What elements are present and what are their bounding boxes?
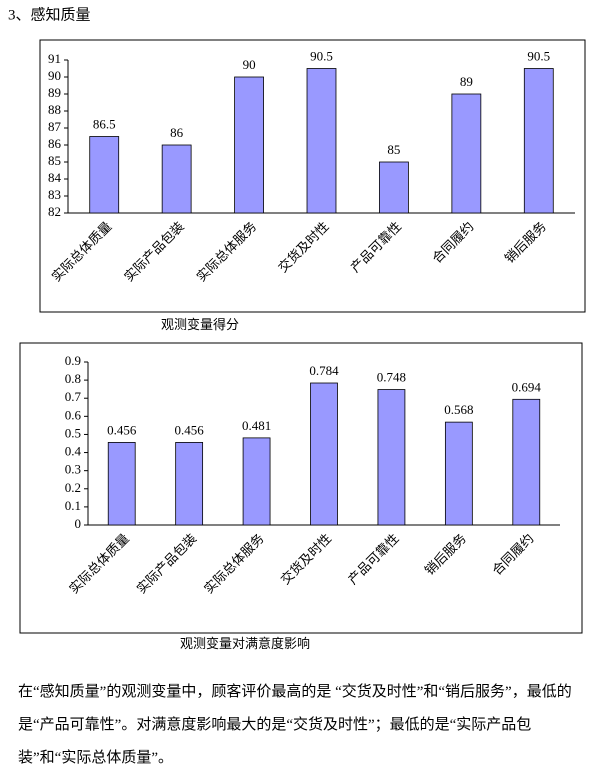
y-tick-label: 86	[48, 136, 62, 151]
y-tick-label: 0.7	[65, 389, 82, 404]
chart-title: 观测变量对满意度影响	[180, 636, 310, 651]
y-tick-label: 0.4	[65, 444, 82, 459]
value-label: 90	[243, 57, 256, 72]
y-tick-label: 89	[48, 85, 61, 100]
value-label: 0.694	[512, 379, 542, 394]
x-tick-label: 产品可靠性	[345, 531, 402, 588]
value-label: 90.5	[527, 48, 550, 63]
chart-title: 观测变量得分	[161, 317, 239, 332]
bar	[512, 398, 541, 526]
bar	[444, 421, 473, 526]
x-tick-label: 产品可靠性	[348, 219, 405, 276]
bar	[89, 136, 120, 214]
bar	[161, 144, 192, 214]
y-tick-label: 0.1	[65, 498, 81, 513]
value-label: 90.5	[310, 48, 333, 63]
y-tick-label: 0.8	[65, 371, 81, 386]
value-label: 86.5	[93, 116, 116, 131]
value-label: 0.481	[242, 418, 271, 433]
chart-frame	[19, 342, 583, 634]
y-tick-label: 0	[75, 516, 82, 531]
y-tick-label: 84	[48, 170, 62, 185]
value-label: 0.748	[377, 370, 406, 385]
charts: 3、感知质量 观测变量得分 82 83 84 85 86 87 88 89 90 91 86.5 实际总…	[8, 6, 586, 651]
heading: 3、感知质量	[8, 6, 91, 23]
bar	[377, 389, 406, 526]
value-label: 0.784	[309, 363, 339, 378]
y-tick-label: 0.9	[65, 353, 81, 368]
x-tick-label: 销后服务	[422, 531, 469, 578]
x-tick-label: 实际总体质量	[66, 531, 132, 597]
chart-frame	[39, 39, 586, 313]
bar	[175, 442, 204, 526]
bar	[242, 437, 271, 526]
y-tick-label: 0.5	[65, 425, 81, 440]
bar	[107, 442, 136, 526]
value-label: 85	[387, 142, 400, 157]
bar	[306, 68, 337, 214]
x-tick-label: 实际产品包装	[134, 531, 200, 597]
value-label: 0.456	[175, 422, 205, 437]
bar	[234, 76, 264, 214]
y-tick-label: 91	[48, 51, 61, 66]
x-tick-label: 实际产品包装	[121, 219, 187, 285]
y-tick-label: 88	[48, 102, 61, 117]
x-tick-label: 实际总体服务	[201, 531, 267, 597]
paragraph: 在“感知质量”的观测变量中，顾客评价最高的是 “交货及时性”和“销后服务”，最低…	[18, 684, 572, 766]
x-tick-label: 合同履约	[429, 219, 476, 266]
x-tick-label: 合同履约	[489, 531, 536, 578]
bar	[451, 93, 482, 214]
value-label: 0.568	[444, 402, 473, 417]
y-tick-label: 90	[48, 68, 61, 83]
x-tick-label: 实际总体服务	[194, 219, 260, 285]
y-tick-label: 85	[48, 153, 61, 168]
y-tick-label: 0.2	[65, 480, 81, 495]
bar	[523, 68, 554, 214]
x-tick-label: 销后服务	[502, 219, 549, 266]
y-tick-label: 87	[48, 119, 62, 134]
x-tick-label: 交货及时性	[275, 219, 332, 276]
value-label: 0.456	[107, 422, 137, 437]
x-tick-label: 交货及时性	[278, 531, 335, 588]
bar	[310, 382, 338, 526]
y-tick-label: 0.3	[65, 462, 81, 477]
value-label: 86	[170, 125, 184, 140]
y-tick-label: 83	[48, 187, 61, 202]
y-tick-label: 0.6	[65, 407, 82, 422]
value-label: 89	[460, 74, 473, 89]
y-tick-label: 82	[48, 204, 61, 219]
x-tick-label: 实际总体质量	[49, 219, 115, 285]
bar	[379, 161, 409, 214]
